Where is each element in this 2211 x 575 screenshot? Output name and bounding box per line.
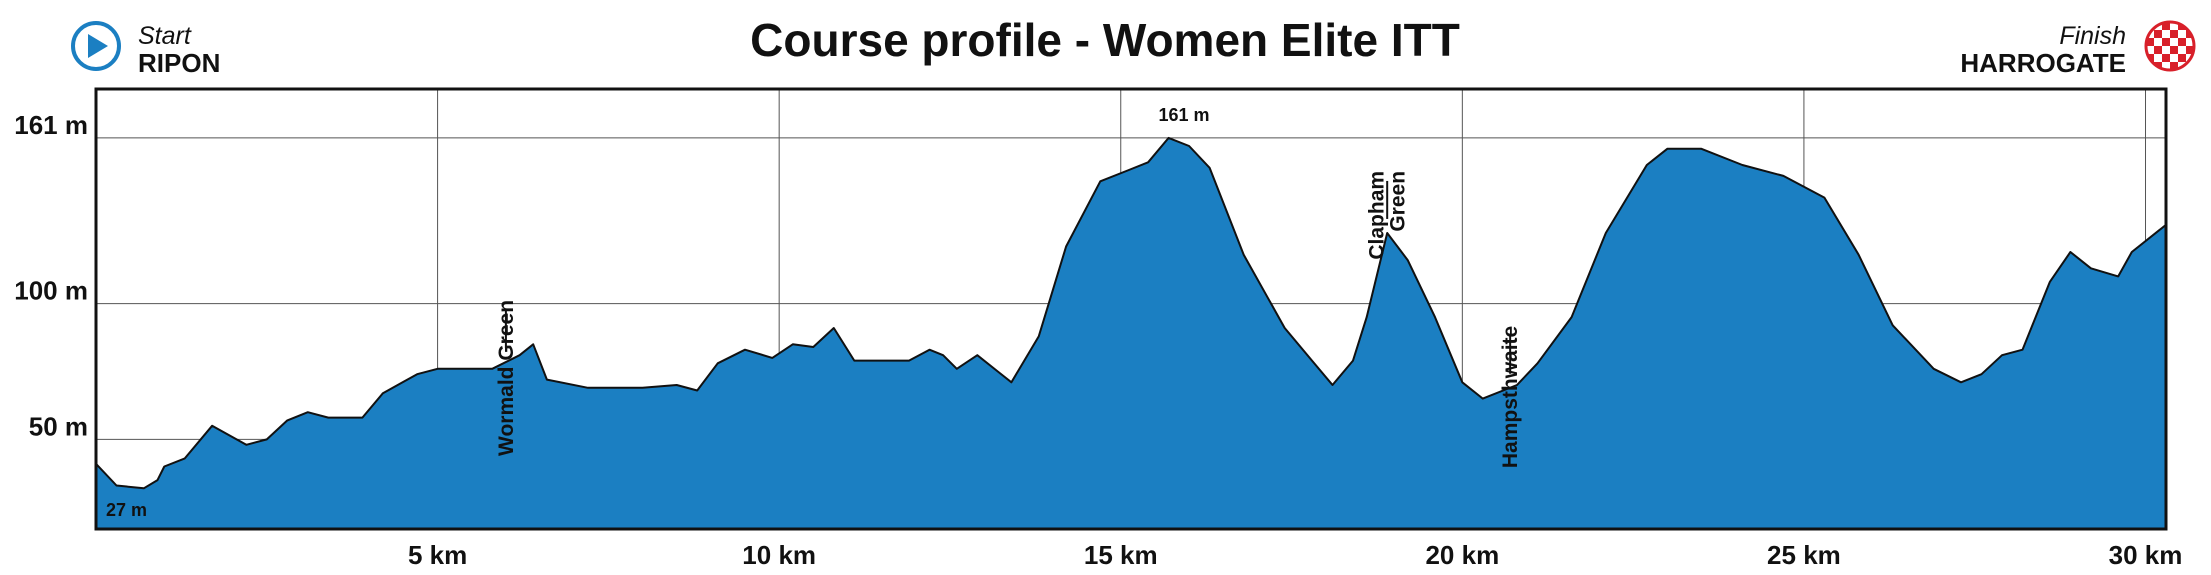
finish-caption: Finish <box>2059 22 2126 50</box>
flag-square <box>2162 38 2170 46</box>
place-label: Clapham <box>1366 171 1389 260</box>
elevation-fill <box>96 137 2166 529</box>
flag-square <box>2178 54 2186 62</box>
flag-square <box>2170 38 2178 46</box>
flag-square <box>2154 46 2162 54</box>
x-tick-label: 10 km <box>742 540 816 570</box>
start-caption: Start <box>138 22 192 50</box>
elevation-line <box>95 136 2167 490</box>
flag-square <box>2170 30 2178 38</box>
finish-place: HARROGATE <box>1960 48 2126 78</box>
flag-square <box>2162 30 2170 38</box>
chart-title: Course profile - Women Elite ITT <box>750 14 1460 66</box>
annotation: 161 m <box>1158 105 1209 125</box>
flag-square <box>2146 46 2154 54</box>
start-icon <box>71 21 121 71</box>
flag-square <box>2162 46 2170 54</box>
finish-ring <box>2144 20 2196 72</box>
flag-square <box>2178 30 2186 38</box>
place-label: Hampsthwaite <box>1499 326 1522 468</box>
x-tick-label: 15 km <box>1084 540 1158 570</box>
x-tick-label: 30 km <box>2109 540 2183 570</box>
y-tick-label: 161 m <box>14 110 88 140</box>
flag-square <box>2170 46 2178 54</box>
y-tick-label: 50 m <box>29 411 88 441</box>
flag-square <box>2162 54 2170 62</box>
flag-square <box>2186 38 2194 46</box>
flag-square <box>2170 54 2178 62</box>
flag-square <box>2186 46 2194 54</box>
annotation: 27 m <box>106 500 147 520</box>
place-label: Wormald Green <box>495 300 518 456</box>
start-place: RIPON <box>138 48 220 78</box>
flag-square <box>2170 62 2178 70</box>
plot-frame <box>94 87 2168 531</box>
flag-square <box>2178 38 2186 46</box>
flag-square <box>2154 54 2162 62</box>
flag-square <box>2154 30 2162 38</box>
flag-square <box>2154 38 2162 46</box>
flag-square <box>2178 46 2186 54</box>
y-tick-label: 100 m <box>14 276 88 306</box>
x-tick-label: 5 km <box>408 540 467 570</box>
flag-square <box>2146 38 2154 46</box>
flag-square <box>2170 22 2178 30</box>
flag-square <box>2162 62 2170 70</box>
x-tick-label: 20 km <box>1425 540 1499 570</box>
x-tick-label: 25 km <box>1767 540 1841 570</box>
flag-square <box>2162 22 2170 30</box>
place-label: Green <box>1387 171 1410 232</box>
